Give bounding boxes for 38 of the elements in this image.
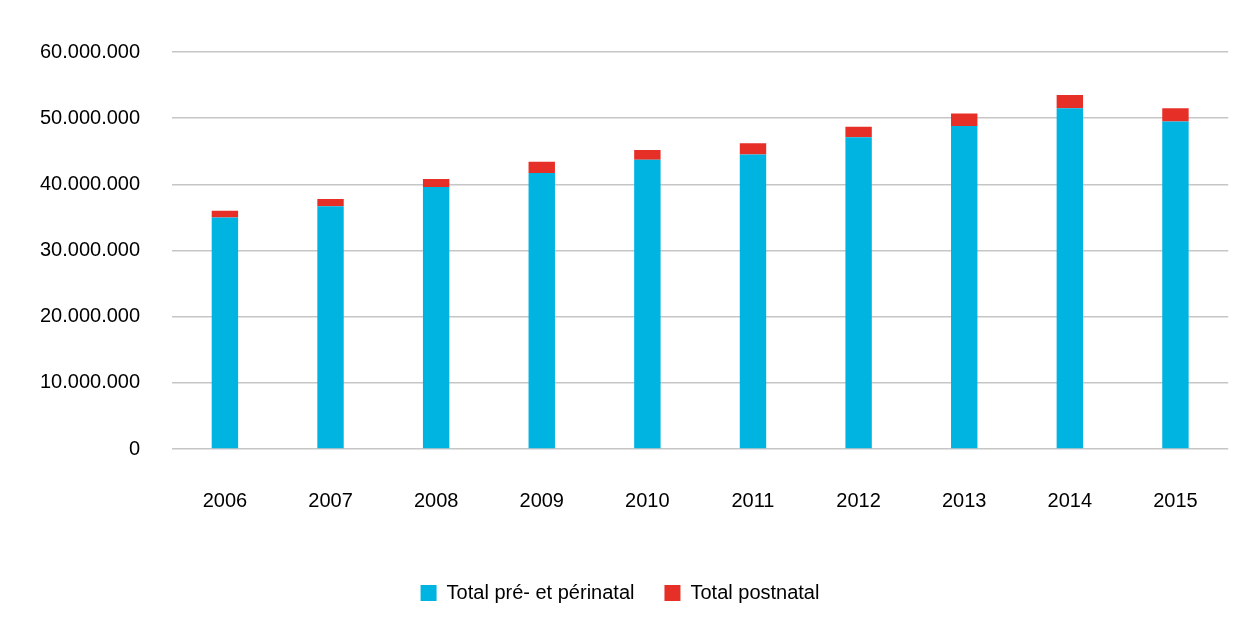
bar xyxy=(317,206,344,449)
x-tick-label: 2011 xyxy=(731,488,775,511)
bar xyxy=(1056,108,1084,449)
bar xyxy=(1162,121,1189,449)
y-tick-label: 0 xyxy=(128,436,141,459)
y-tick-label: 10.000.000 xyxy=(39,370,141,393)
bar xyxy=(739,154,767,449)
bar xyxy=(845,126,872,138)
legend-label: Total pré- et périnatal xyxy=(446,580,635,603)
x-tick-label: 2015 xyxy=(1153,488,1198,511)
bar xyxy=(1056,95,1084,109)
x-tick-label: 2013 xyxy=(941,488,987,511)
x-tick-label: 2014 xyxy=(1047,488,1093,511)
x-tick-label: 2008 xyxy=(413,488,459,511)
x-tick-label: 2006 xyxy=(202,488,248,511)
legend-label: Total postnatal xyxy=(690,580,820,603)
bar xyxy=(422,179,450,187)
bar xyxy=(739,143,767,155)
y-tick-label: 40.000.000 xyxy=(39,171,141,194)
x-tick-label: 2007 xyxy=(308,488,353,511)
bar xyxy=(634,159,661,449)
x-tick-label: 2009 xyxy=(519,488,565,511)
y-tick-label: 60.000.000 xyxy=(39,39,141,62)
bar xyxy=(845,137,872,449)
bar xyxy=(528,161,555,174)
y-tick-label: 30.000.000 xyxy=(39,238,141,261)
x-tick-label: 2012 xyxy=(836,488,881,511)
bar xyxy=(951,126,978,449)
bar xyxy=(528,173,555,449)
bar xyxy=(634,149,661,160)
y-tick-label: 50.000.000 xyxy=(39,105,141,128)
bar xyxy=(211,217,239,449)
bar xyxy=(951,113,978,127)
x-tick-label: 2010 xyxy=(625,488,670,511)
bar xyxy=(422,186,450,449)
bar xyxy=(317,198,344,207)
y-tick-label: 20.000.000 xyxy=(39,304,141,327)
bar xyxy=(1162,108,1189,122)
